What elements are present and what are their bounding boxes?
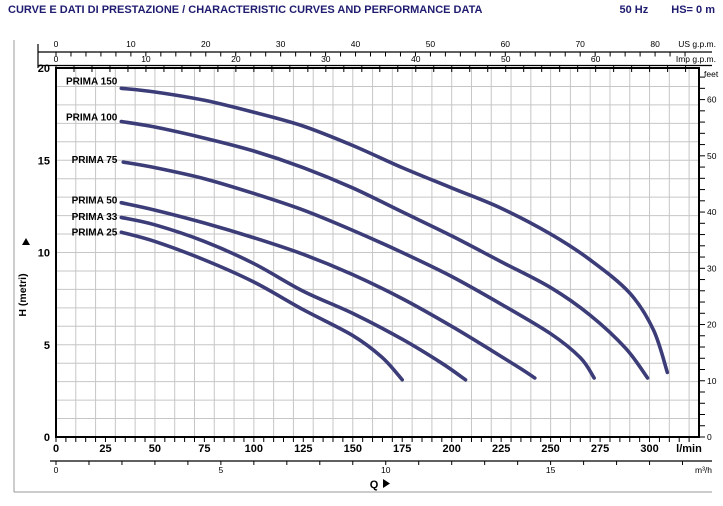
curve-label-prima-100: PRIMA 100 <box>66 112 118 123</box>
header-conditions: 50 Hz HS= 0 m <box>619 4 715 16</box>
tick-label: 75 <box>198 443 210 455</box>
tick-label: 25 <box>99 443 111 455</box>
tick-label: 100 <box>245 443 263 455</box>
tick-label: 250 <box>541 443 559 455</box>
curve-label-prima-150: PRIMA 150 <box>66 76 118 87</box>
up-arrow-icon <box>22 238 30 245</box>
axis-unit-lmin: l/min <box>676 443 702 455</box>
axis-m3h: 0 5 10 15 m³/h <box>50 460 712 475</box>
tick-label: 15 <box>38 155 50 167</box>
tick-label: 80 <box>650 39 660 49</box>
tick-label: 5 <box>219 465 224 475</box>
tick-label: 0 <box>54 465 59 475</box>
curve-label-prima-33: PRIMA 33 <box>72 212 118 223</box>
tick-label: 60 <box>591 54 601 64</box>
curve-label-prima-25: PRIMA 25 <box>72 228 118 239</box>
grid-lines <box>56 68 699 437</box>
tick-label: 70 <box>575 39 585 49</box>
tick-label: 60 <box>707 95 717 105</box>
tick-label: 0 <box>707 432 712 442</box>
axis-h-metri: 0 5 10 15 20 H (metri) <box>17 63 50 444</box>
tick-label: 10 <box>707 376 717 386</box>
tick-label: 275 <box>591 443 609 455</box>
tick-label: 10 <box>381 465 391 475</box>
page-header: CURVE E DATI DI PRESTAZIONE / CHARACTERI… <box>8 4 715 16</box>
curve-prima-100 <box>119 119 650 380</box>
frequency-label: 50 Hz <box>619 4 649 16</box>
tick-label: 200 <box>443 443 461 455</box>
y-axis-title: H (metri) <box>17 273 29 316</box>
axis-unit-imp-gpm: Imp g.p.m. <box>676 54 716 64</box>
plot-border <box>55 67 700 438</box>
q-label: Q <box>370 479 379 491</box>
tick-label: 20 <box>38 63 50 75</box>
tick-label: 50 <box>501 54 511 64</box>
right-arrow-icon <box>383 479 390 488</box>
tick-label: 40 <box>411 54 421 64</box>
axis-unit-feet: feet <box>704 69 719 79</box>
tick-label: 0 <box>44 432 50 444</box>
tick-label: 0 <box>53 443 59 455</box>
tick-label: 5 <box>44 340 50 352</box>
tick-label: 15 <box>546 465 556 475</box>
tick-label: 20 <box>201 39 211 49</box>
axis-unit-m3h: m³/h <box>695 465 712 475</box>
suction-head-label: HS= 0 m <box>671 4 715 16</box>
curve-label-prima-50: PRIMA 50 <box>72 195 118 206</box>
tick-label: 40 <box>707 207 717 217</box>
tick-label: 50 <box>707 151 717 161</box>
figure-frame <box>13 40 712 493</box>
tick-label: 10 <box>126 39 136 49</box>
axis-us-gpm: 0 10 20 30 40 50 60 70 80 US g.p.m. <box>37 39 716 68</box>
curve-prima-25 <box>119 230 405 382</box>
curve-prima-50 <box>119 200 537 380</box>
curve-prima-33 <box>119 215 468 382</box>
tick-label: 10 <box>141 54 151 64</box>
tick-label: 30 <box>707 263 717 273</box>
tick-label: 30 <box>276 39 286 49</box>
axis-imp-gpm: 0 10 20 30 40 50 60 Imp g.p.m. <box>38 54 716 72</box>
page-title: CURVE E DATI DI PRESTAZIONE / CHARACTERI… <box>8 4 483 16</box>
axis-lmin: 0 25 50 75 100 125 150 175 200 225 250 275 300 l/min <box>53 437 702 455</box>
tick-label: 20 <box>707 320 717 330</box>
tick-label: 50 <box>426 39 436 49</box>
curve-prima-150 <box>119 86 670 375</box>
tick-label: 300 <box>640 443 658 455</box>
tick-label: 175 <box>393 443 411 455</box>
tick-label: 30 <box>321 54 331 64</box>
x-axis-title: Q <box>370 479 390 491</box>
tick-label: 60 <box>501 39 511 49</box>
tick-label: 225 <box>492 443 510 455</box>
tick-label: 20 <box>231 54 241 64</box>
axis-unit-us-gpm: US g.p.m. <box>678 39 716 49</box>
tick-label: 125 <box>294 443 312 455</box>
tick-label: 10 <box>38 248 50 260</box>
tick-label: 0 <box>54 39 59 49</box>
tick-label: 40 <box>351 39 361 49</box>
curve-label-prima-75: PRIMA 75 <box>72 155 118 166</box>
tick-label: 50 <box>149 443 161 455</box>
curve-prima-75 <box>121 160 596 380</box>
tick-label: 150 <box>344 443 362 455</box>
pump-curves: PRIMA 150 PRIMA 100 PRIMA 75 PRIMA 50 PRIMA … <box>66 76 670 382</box>
axis-feet: 0 10 20 30 40 50 60 feet <box>699 69 719 442</box>
tick-label: 0 <box>54 54 59 64</box>
